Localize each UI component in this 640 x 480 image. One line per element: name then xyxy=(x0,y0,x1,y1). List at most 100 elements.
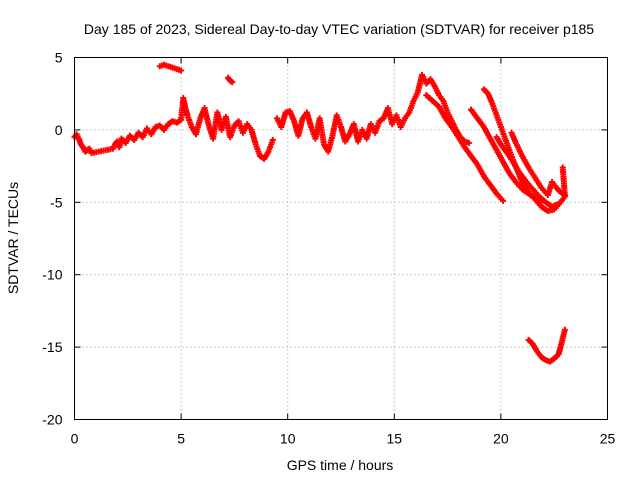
x-tick-label: 0 xyxy=(71,431,79,447)
data-trace xyxy=(554,186,563,194)
data-point xyxy=(252,141,263,157)
data-trace xyxy=(343,133,352,143)
data-point xyxy=(480,86,490,96)
data-trace xyxy=(494,149,505,163)
data-trace xyxy=(544,200,554,209)
data-point xyxy=(161,123,170,133)
data-trace xyxy=(431,99,441,109)
data-point xyxy=(122,134,132,146)
data-trace xyxy=(535,350,543,359)
data-trace xyxy=(445,111,454,123)
data-point xyxy=(338,124,348,143)
data-trace xyxy=(420,74,429,85)
data-trace xyxy=(182,106,190,117)
data-point xyxy=(423,92,435,103)
data-point xyxy=(88,146,114,157)
data-point xyxy=(493,147,505,163)
data-point xyxy=(468,106,480,120)
y-tick-label: -20 xyxy=(42,412,62,428)
data-trace xyxy=(540,186,550,197)
data-trace xyxy=(437,94,445,103)
data-point xyxy=(538,184,550,197)
data-point xyxy=(546,356,556,365)
y-tick-label: 5 xyxy=(55,50,63,66)
data-point xyxy=(551,352,561,362)
data-point xyxy=(431,83,442,96)
data-point xyxy=(517,170,529,184)
data-point xyxy=(256,152,266,161)
data-trace xyxy=(123,134,132,145)
data-point xyxy=(436,92,445,103)
data-point xyxy=(480,124,493,140)
data-trace xyxy=(475,163,486,178)
data-point xyxy=(532,196,543,208)
data-point xyxy=(442,115,454,129)
data-point xyxy=(497,141,510,155)
data-point xyxy=(188,124,198,136)
data-point xyxy=(493,134,503,146)
data-point xyxy=(389,114,399,128)
data-trace xyxy=(128,134,136,142)
data-trace xyxy=(456,136,467,149)
data-trace xyxy=(166,119,175,127)
data-point xyxy=(512,139,525,157)
data-trace xyxy=(518,172,529,184)
data-trace xyxy=(240,123,250,134)
data-point xyxy=(532,174,544,189)
data-point xyxy=(429,97,441,109)
data-trace xyxy=(145,127,153,136)
data-point xyxy=(555,345,564,358)
data-trace xyxy=(175,117,183,125)
data-trace xyxy=(462,146,473,158)
data-trace xyxy=(481,125,493,140)
grid-layer xyxy=(74,57,608,420)
data-point xyxy=(559,166,568,199)
data-trace xyxy=(262,150,271,161)
data-trace xyxy=(488,183,499,195)
x-tick-label: 10 xyxy=(280,431,296,447)
data-point xyxy=(184,112,194,128)
data-point xyxy=(165,119,175,128)
data-point xyxy=(118,135,128,145)
data-point xyxy=(474,161,486,178)
marks-layer xyxy=(71,61,568,365)
data-point xyxy=(461,144,473,158)
data-point xyxy=(549,179,558,189)
data-trace xyxy=(116,137,124,149)
data-trace xyxy=(552,201,562,211)
data-trace xyxy=(514,180,524,191)
data-point xyxy=(504,150,516,165)
data-point xyxy=(519,152,531,169)
data-trace xyxy=(499,143,510,155)
x-tick-label: 15 xyxy=(387,431,403,447)
data-point xyxy=(423,77,433,87)
data-point xyxy=(143,125,153,136)
ticks-layer: 0 5 10 15 20 25 -20 -15 -10 -5 0 5 xyxy=(42,50,615,447)
y-tick-label: -15 xyxy=(42,339,62,355)
data-point xyxy=(525,164,537,179)
data-point xyxy=(525,189,537,201)
data-trace xyxy=(443,117,454,129)
data-point xyxy=(139,127,149,141)
data-point xyxy=(525,336,535,346)
data-trace xyxy=(437,105,448,120)
data-trace xyxy=(450,126,460,139)
data-point xyxy=(135,129,145,139)
data-trace xyxy=(558,337,566,348)
data-trace xyxy=(390,114,399,125)
data-trace xyxy=(301,111,309,120)
x-axis-label: GPS time / hours xyxy=(287,457,394,473)
data-trace xyxy=(494,135,503,146)
data-point xyxy=(557,337,566,351)
data-point xyxy=(542,199,554,209)
data-trace xyxy=(546,207,556,214)
data-trace xyxy=(90,146,114,156)
data-point xyxy=(156,122,166,132)
data-point xyxy=(506,170,518,184)
data-point xyxy=(559,164,566,171)
y-tick-label: -5 xyxy=(50,194,63,210)
data-trace xyxy=(428,78,437,88)
chart-title: Day 185 of 2023, Sidereal Day-to-day VTE… xyxy=(84,21,594,37)
data-point xyxy=(502,135,512,151)
